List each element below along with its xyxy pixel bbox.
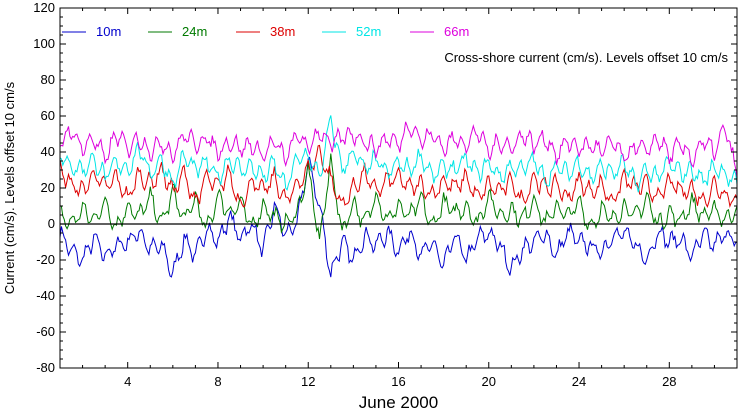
x-tick-label: 24 — [572, 374, 586, 389]
y-tick-label: -60 — [36, 324, 55, 339]
legend-label-38m: 38m — [270, 24, 295, 39]
legend-label-52m: 52m — [356, 24, 381, 39]
series-line-10m — [60, 156, 737, 278]
legend-label-66m: 66m — [444, 24, 469, 39]
x-tick-label: 4 — [124, 374, 131, 389]
chart-annotation: Cross-shore current (cm/s). Levels offse… — [444, 50, 728, 65]
series-line-66m — [60, 121, 737, 178]
y-tick-label: -20 — [36, 252, 55, 267]
y-axis-label: Current (cm/s). Levels offset 10 cm/s — [2, 81, 17, 294]
legend-label-10m: 10m — [96, 24, 121, 39]
y-tick-label: -40 — [36, 288, 55, 303]
x-tick-label: 12 — [301, 374, 315, 389]
y-tick-label: -80 — [36, 360, 55, 375]
legend-label-24m: 24m — [182, 24, 207, 39]
tick-layer: -80 -60 -40 -20 0 20 40 60 80 100 120 4 8 12 16 20 24 28 — [33, 0, 738, 389]
x-tick-label: 20 — [482, 374, 496, 389]
x-axis-label: June 2000 — [359, 393, 438, 412]
y-tick-label: 40 — [41, 144, 55, 159]
y-tick-label: 0 — [48, 216, 55, 231]
series-layer — [60, 115, 737, 278]
y-tick-label: 60 — [41, 108, 55, 123]
y-tick-label: 120 — [33, 0, 55, 15]
legend: 10m 24m 38m 52m 66m — [62, 24, 469, 39]
series-line-38m — [60, 144, 737, 209]
y-tick-label: 20 — [41, 180, 55, 195]
y-tick-label: 100 — [33, 36, 55, 51]
series-line-24m — [60, 153, 737, 240]
x-tick-label: 28 — [662, 374, 676, 389]
x-tick-label: 16 — [391, 374, 405, 389]
y-tick-label: 80 — [41, 72, 55, 87]
x-tick-label: 8 — [214, 374, 221, 389]
series-line-52m — [60, 115, 737, 193]
